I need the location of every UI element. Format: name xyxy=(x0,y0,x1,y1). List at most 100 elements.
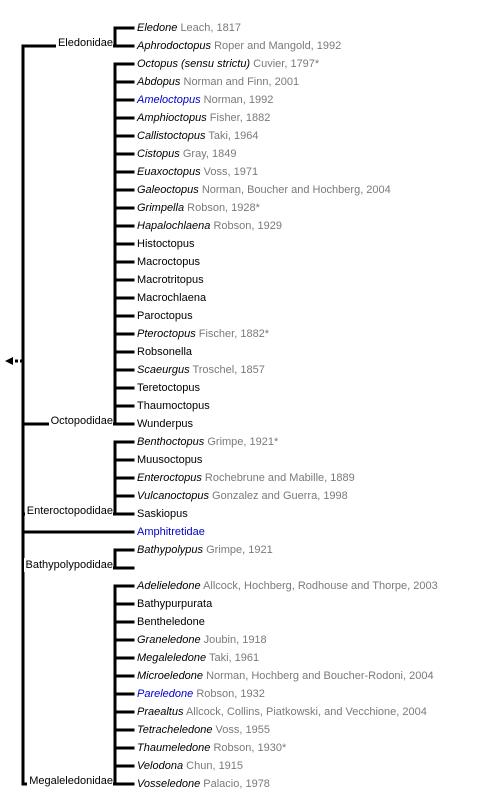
genus-authority: Roper and Mangold, 1992 xyxy=(214,40,342,52)
leaf-adelieledone: Adelieledone Allcock, Hochberg, Rodhouse… xyxy=(137,579,438,593)
leaf-bathypolypus: Bathypolypus Grimpe, 1921 xyxy=(137,543,273,557)
genus-name: Histoctopus xyxy=(137,238,195,250)
genus-authority: Robson, 1930* xyxy=(213,742,287,754)
leaf-hapalochlaena: Hapalochlaena Robson, 1929 xyxy=(137,219,282,233)
leaf-vulcanoctopus: Vulcanoctopus Gonzalez and Guerra, 1998 xyxy=(137,489,348,503)
genus-name: Tetracheledone xyxy=(137,724,213,736)
leaf-megaleledone: Megaleledone Taki, 1961 xyxy=(137,651,259,665)
genus-name[interactable]: Pareledone xyxy=(137,688,194,700)
genus-authority: Norman, Boucher and Hochberg, 2004 xyxy=(201,184,391,196)
genus-name: Thaumoctopus xyxy=(137,400,210,412)
genus-name: Bathypurpurata xyxy=(137,598,213,610)
genus-name: Vosseledone xyxy=(137,778,201,790)
leaf-eledone: Eledone Leach, 1817 xyxy=(137,21,241,35)
genus-name: Praealtus xyxy=(137,706,184,718)
leaf-velodona: Velodona Chun, 1915 xyxy=(137,759,243,773)
leaf-enteroctopus: Enteroctopus Rochebrune and Mabille, 188… xyxy=(137,471,355,485)
genus-authority: Grimpe, 1921* xyxy=(207,436,279,448)
genus-authority: Robson, 1928* xyxy=(187,202,260,214)
family-label-bathypolypodidae: Bathypolypodidae xyxy=(23,558,113,572)
genus-authority: Allcock, Collins, Piatkowski, and Vecchi… xyxy=(185,706,427,718)
leaf-muusoctopus: Muusoctopus xyxy=(137,453,202,467)
genus-authority: Leach, 1817 xyxy=(180,22,241,34)
leaf-bentheledone: Bentheledone xyxy=(137,615,205,629)
leaf-benthoctopus: Benthoctopus Grimpe, 1921* xyxy=(137,435,278,449)
leaf-thaumoctopus: Thaumoctopus xyxy=(137,399,210,413)
genus-name: Macrochlaena xyxy=(137,292,207,304)
genus-authority: Joubin, 1918 xyxy=(203,634,267,646)
genus-name: Saskiopus xyxy=(137,508,188,520)
leaf-macrochlaena: Macrochlaena xyxy=(137,291,206,305)
genus-authority: Taki, 1961 xyxy=(208,652,260,664)
genus-name: Abdopus xyxy=(137,76,181,88)
genus-name: Bentheledone xyxy=(137,616,205,628)
genus-authority: Chun, 1915 xyxy=(186,760,244,772)
genus-authority: Fischer, 1882* xyxy=(198,328,270,340)
genus-authority: Norman, 1992 xyxy=(203,94,274,106)
genus-name: Aphrodoctopus xyxy=(137,40,211,52)
leaf-ameloctopus[interactable]: Ameloctopus Norman, 1992 xyxy=(137,93,273,107)
leaf-vosseledone: Vosseledone Palacio, 1978 xyxy=(137,777,270,791)
genus-name: Microeledone xyxy=(137,670,204,682)
family-label-megaleledonidae: Megaleledonidae xyxy=(27,774,113,788)
leaf-aphrodoctopus: Aphrodoctopus Roper and Mangold, 1992 xyxy=(137,39,341,53)
leaf-graneledone: Graneledone Joubin, 1918 xyxy=(137,633,267,647)
leaf-macrotritopus: Macrotritopus xyxy=(137,273,204,287)
leaf-pteroctopus: Pteroctopus Fischer, 1882* xyxy=(137,327,269,341)
leaf-teretoctopus: Teretoctopus xyxy=(137,381,200,395)
leaf-paroctopus: Paroctopus xyxy=(137,309,193,323)
genus-name: Callistoctopus xyxy=(137,130,206,142)
genus-name: Velodona xyxy=(137,760,184,772)
genus-name: Octopus (sensu strictu) xyxy=(137,58,251,70)
genus-name: Cistopus xyxy=(137,148,180,160)
genus-name: Wunderpus xyxy=(137,418,194,430)
genus-name: Macroctopus xyxy=(137,256,200,268)
genus-authority: Gray, 1849 xyxy=(182,148,237,160)
leaf-saskiopus: Saskiopus xyxy=(137,507,188,521)
genus-name: Scaeurgus xyxy=(137,364,190,376)
leaf-amphioctopus: Amphioctopus Fisher, 1882 xyxy=(137,111,270,125)
genus-name: Benthoctopus xyxy=(137,436,205,448)
genus-name: Robsonella xyxy=(137,346,193,358)
leaf-scaeurgus: Scaeurgus Troschel, 1857 xyxy=(137,363,265,377)
leaf-microeledone: Microeledone Norman, Hochberg and Bouche… xyxy=(137,669,434,683)
genus-authority: Voss, 1955 xyxy=(215,724,270,736)
leaf-histoctopus: Histoctopus xyxy=(137,237,194,251)
genus-name: Muusoctopus xyxy=(137,454,203,466)
genus-name: Thaumeledone xyxy=(137,742,211,754)
genus-authority: Cuvier, 1797* xyxy=(253,58,320,70)
family-label-amphitretidae[interactable]: Amphitretidae xyxy=(137,526,205,538)
root-arrow-icon[interactable] xyxy=(5,357,13,365)
genus-name: Enteroctopus xyxy=(137,472,202,484)
genus-authority: Robson, 1929 xyxy=(213,220,282,232)
leaf-euaxoctopus: Euaxoctopus Voss, 1971 xyxy=(137,165,258,179)
genus-name[interactable]: Ameloctopus xyxy=(137,94,201,106)
genus-authority: Norman, Hochberg and Boucher-Rodoni, 200… xyxy=(206,670,434,682)
leaf-galeoctopus: Galeoctopus Norman, Boucher and Hochberg… xyxy=(137,183,391,197)
genus-authority: Troschel, 1857 xyxy=(192,364,265,376)
genus-name: Macrotritopus xyxy=(137,274,204,286)
genus-authority: Taki, 1964 xyxy=(208,130,259,142)
genus-name: Adelieledone xyxy=(137,580,201,592)
leaf-bathypurpurata: Bathypurpurata xyxy=(137,597,212,611)
genus-authority: Grimpe, 1921 xyxy=(206,544,273,556)
family-label-enteroctopodidae: Enteroctopodidae xyxy=(24,504,113,518)
genus-authority: Voss, 1971 xyxy=(203,166,259,178)
genus-authority: Norman and Finn, 2001 xyxy=(183,76,300,88)
genus-name: Eledone xyxy=(137,22,178,34)
leaf-pareledone[interactable]: Pareledone Robson, 1932 xyxy=(137,687,265,701)
genus-name: Vulcanoctopus xyxy=(137,490,209,502)
leaf-tetracheledone: Tetracheledone Voss, 1955 xyxy=(137,723,270,737)
genus-name: Grimpella xyxy=(137,202,185,214)
leaf-callistoctopus: Callistoctopus Taki, 1964 xyxy=(137,129,259,143)
family-label-eledonidae: Eledonidae xyxy=(55,36,113,50)
leaf-cistopus: Cistopus Gray, 1849 xyxy=(137,147,236,161)
genus-authority: Palacio, 1978 xyxy=(203,778,270,790)
leaf-thaumeledone: Thaumeledone Robson, 1930* xyxy=(137,741,286,755)
family-label-octopodidae: Octopodidae xyxy=(48,414,113,428)
leaf-macroctopus: Macroctopus xyxy=(137,255,200,269)
genus-name: Galeoctopus xyxy=(137,184,199,196)
genus-name: Hapalochlaena xyxy=(137,220,211,232)
genus-name: Paroctopus xyxy=(137,310,193,322)
genus-authority: Fisher, 1882 xyxy=(209,112,271,124)
